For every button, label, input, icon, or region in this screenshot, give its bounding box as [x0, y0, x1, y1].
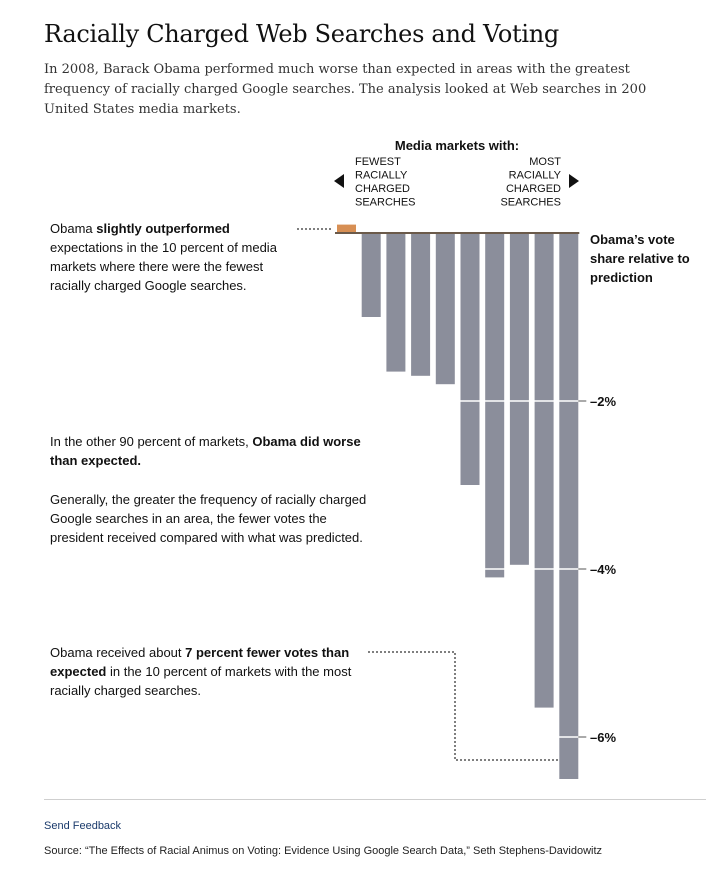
- y-tick-label: –2%: [590, 394, 616, 409]
- direction-label-line: RACIALLY: [509, 170, 562, 182]
- annotation-seven-percent: Obama received about 7 percent fewer vot…: [50, 645, 352, 698]
- chart-subtitle: In 2008, Barack Obama performed much wor…: [44, 62, 647, 117]
- y-tick-label: –6%: [590, 730, 616, 745]
- y-axis-label: Obama’s vote share relative to prediction: [590, 232, 690, 285]
- bar-10: [559, 233, 579, 779]
- bar-1: [337, 224, 356, 233]
- y-tick-labels: –2% –4% –6%: [590, 394, 616, 745]
- send-feedback-link[interactable]: Send Feedback: [44, 820, 122, 832]
- bar-3: [386, 233, 406, 372]
- direction-label-line: SEARCHES: [500, 197, 561, 209]
- y-tick-label: –4%: [590, 562, 616, 577]
- tick-lines: [335, 400, 587, 738]
- direction-label-line: CHARGED: [506, 183, 561, 195]
- bar-8: [509, 233, 529, 565]
- y-axis-label-line: share relative to: [590, 251, 690, 266]
- media-markets-header: Media markets with:: [395, 138, 519, 153]
- bar-4: [411, 233, 431, 376]
- source-note: Source: “The Effects of Racial Animus on…: [44, 845, 603, 857]
- bottom-annotation-leader: [368, 651, 560, 761]
- direction-label-line: RACIALLY: [355, 170, 408, 182]
- bar-7: [485, 233, 505, 578]
- bars-group: [337, 224, 579, 779]
- y-axis-label-line: Obama’s vote: [590, 232, 675, 247]
- right-arrow-icon: [569, 174, 579, 188]
- annotation-outperformed: Obama slightly outperformed expectations…: [50, 221, 277, 293]
- annotation-worse: In the other 90 percent of markets, Obam…: [50, 434, 361, 468]
- bar-9: [534, 233, 554, 708]
- bar-6: [460, 233, 480, 485]
- direction-label-line: SEARCHES: [355, 197, 416, 209]
- annotation-general: Generally, the greater the frequency of …: [50, 492, 367, 545]
- direction-label-line: MOST: [529, 156, 561, 168]
- chart-title: Racially Charged Web Searches and Voting: [44, 20, 559, 48]
- left-arrow-icon: [334, 174, 344, 188]
- footer-divider: [44, 799, 706, 800]
- bar-2: [361, 233, 381, 317]
- y-axis-label-line: prediction: [590, 270, 653, 285]
- bar-5: [435, 233, 455, 385]
- direction-label-line: FEWEST: [355, 156, 401, 168]
- direction-label-line: CHARGED: [355, 183, 410, 195]
